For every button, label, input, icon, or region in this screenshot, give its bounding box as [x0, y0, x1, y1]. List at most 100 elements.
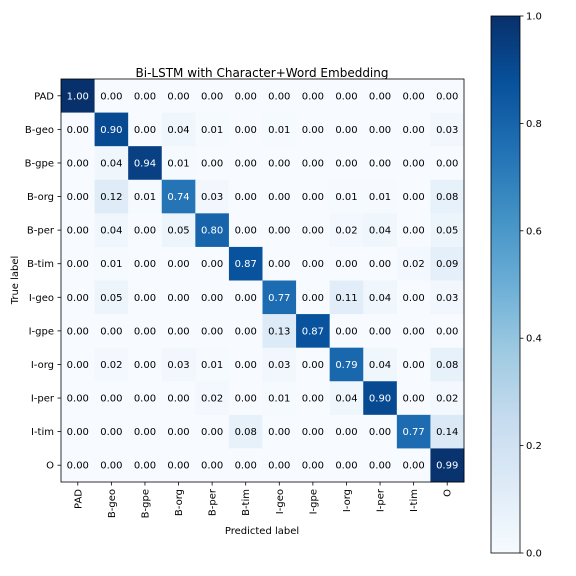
heatmap-cell [61, 146, 95, 181]
heatmap-cell [94, 381, 129, 416]
cell-value-label: 0.00 [402, 326, 424, 337]
cell-value-label: 0.87 [235, 259, 257, 270]
cell-value-label: 0.01 [167, 158, 189, 169]
heatmap-cell [94, 179, 129, 214]
cell-value-label: 0.00 [67, 125, 89, 136]
heatmap-cell [94, 246, 129, 281]
heatmap-cell [396, 112, 431, 147]
cell-value-label: 0.01 [369, 192, 391, 203]
heatmap-cell [161, 280, 196, 315]
heatmap-cell [161, 213, 196, 248]
y-tick-label: I-gpe [29, 326, 54, 337]
heatmap-cell [396, 280, 431, 315]
cell-value-label: 0.00 [268, 158, 290, 169]
heatmap-cell [396, 381, 431, 416]
cell-value-label: 0.00 [167, 427, 189, 438]
x-tick-label: I-per [376, 488, 387, 512]
heatmap-cell [195, 280, 230, 315]
cell-value-label: 0.03 [268, 360, 290, 371]
cell-value-label: 0.03 [436, 293, 458, 304]
cell-value-label: 0.00 [167, 259, 189, 270]
cell-value-label: 0.09 [436, 259, 458, 270]
heatmap-cell [195, 381, 230, 416]
y-axis-label: True label [10, 256, 21, 306]
cell-value-label: 0.00 [335, 461, 357, 472]
heatmap-cell [94, 146, 129, 181]
cell-value-label: 0.99 [436, 461, 458, 472]
heatmap-cell [329, 314, 364, 349]
heatmap-cell [94, 414, 129, 449]
cell-value-label: 0.00 [100, 91, 122, 102]
colorbar-tick-label: 0.2 [526, 441, 542, 452]
heatmap-cell [195, 213, 230, 248]
heatmap-cell [430, 146, 465, 181]
cell-value-label: 0.00 [134, 394, 156, 405]
cell-value-label: 0.01 [100, 259, 122, 270]
heatmap-cell [262, 112, 297, 147]
heatmap-cell [195, 179, 230, 214]
cell-value-label: 0.00 [100, 394, 122, 405]
cell-value-label: 0.00 [167, 326, 189, 337]
heatmap-cell [329, 179, 364, 214]
cell-value-label: 0.00 [67, 192, 89, 203]
cell-value-label: 0.04 [100, 158, 122, 169]
cell-value-label: 0.00 [134, 259, 156, 270]
cell-value-label: 0.01 [201, 360, 223, 371]
cell-value-label: 0.00 [167, 394, 189, 405]
heatmap-cell [195, 79, 230, 113]
heatmap-cell [94, 314, 129, 349]
heatmap-cell [128, 314, 163, 349]
heatmap-cell [61, 347, 95, 382]
cell-value-label: 0.00 [302, 91, 324, 102]
cell-value-label: 0.00 [201, 326, 223, 337]
x-tick-label: B-gpe [140, 489, 151, 518]
cell-value-label: 0.00 [402, 394, 424, 405]
heatmap-cell [228, 347, 263, 382]
heatmap-cell [161, 314, 196, 349]
heatmap-cell [228, 280, 263, 315]
cell-value-label: 0.00 [302, 427, 324, 438]
cell-value-label: 0.00 [335, 91, 357, 102]
heatmap-cell [262, 280, 297, 315]
cell-value-label: 0.00 [369, 427, 391, 438]
heatmap-cell [195, 246, 230, 281]
heatmap-cell [61, 280, 95, 315]
cell-value-label: 0.00 [335, 259, 357, 270]
cell-value-label: 1.00 [67, 91, 89, 102]
heatmap-cell [396, 414, 431, 449]
x-tick-label: PAD [73, 489, 84, 509]
cell-value-label: 0.00 [235, 192, 257, 203]
heatmap-cell [329, 146, 364, 181]
cell-value-label: 0.03 [201, 192, 223, 203]
cell-value-label: 0.00 [436, 326, 458, 337]
x-tick-label: I-gpe [308, 489, 319, 514]
heatmap-cell [430, 179, 465, 214]
heatmap-cell [128, 381, 163, 416]
heatmap-cell [228, 314, 263, 349]
heatmap-cell [228, 448, 263, 483]
cell-value-label: 0.00 [134, 91, 156, 102]
y-tick-label: I-per [31, 394, 55, 405]
heatmap-cell [195, 112, 230, 147]
heatmap-cell [430, 112, 465, 147]
cell-value-label: 0.94 [134, 158, 156, 169]
heatmap-cell [128, 448, 163, 483]
cell-value-label: 0.00 [134, 427, 156, 438]
x-tick-label: O [443, 489, 454, 497]
y-tick-label: I-tim [31, 427, 54, 438]
cell-value-label: 0.00 [235, 394, 257, 405]
heatmap-cell [329, 347, 364, 382]
cell-value-label: 0.02 [402, 259, 424, 270]
cell-value-label: 0.00 [436, 91, 458, 102]
cell-value-label: 0.00 [201, 293, 223, 304]
cell-value-label: 0.00 [335, 158, 357, 169]
heatmap-cell [296, 179, 331, 214]
heatmap-cell [296, 146, 331, 181]
cell-value-label: 0.00 [67, 158, 89, 169]
heatmap-cell [161, 347, 196, 382]
heatmap-cell [430, 414, 465, 449]
cell-value-label: 0.00 [402, 91, 424, 102]
heatmap-cell [128, 414, 163, 449]
cell-value-label: 0.11 [335, 293, 357, 304]
heatmap-cell [329, 112, 364, 147]
